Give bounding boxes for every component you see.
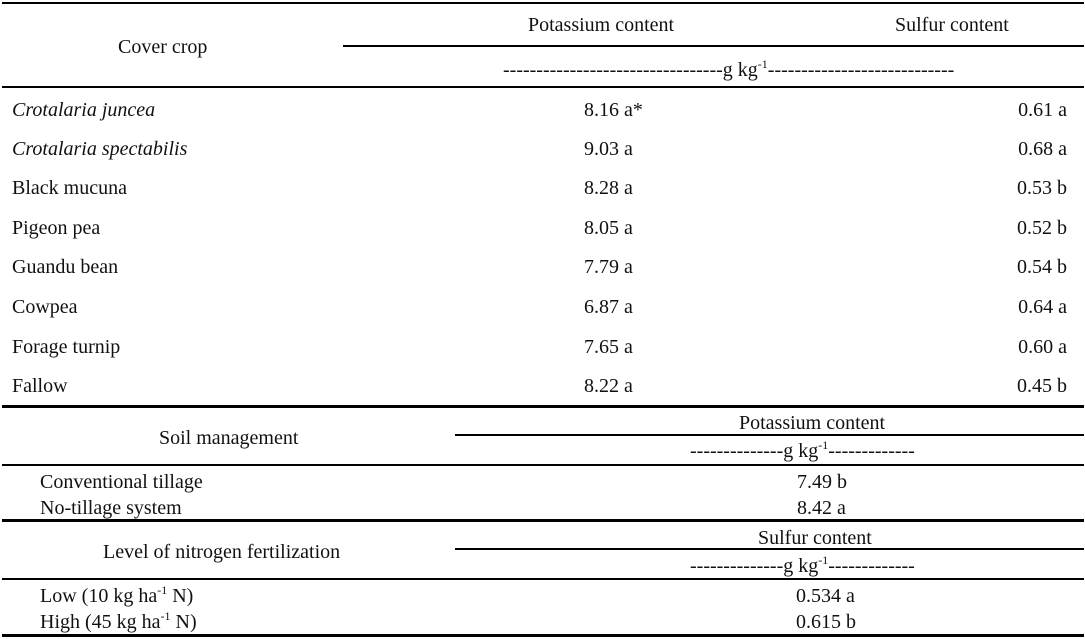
section3-sub-rule — [455, 548, 1084, 550]
sulfur-value: 0.45 b — [1017, 375, 1067, 397]
unit-row-3: --------------g kg-1------------- — [690, 553, 915, 577]
sulfur-value: 0.534 a — [796, 585, 855, 607]
table-top-rule — [2, 2, 1084, 4]
sulfur-content-header: Sulfur content — [895, 14, 1009, 36]
soil-management-name: Conventional tillage — [40, 471, 203, 493]
unit-dashes-left: --------------------------------- — [503, 59, 723, 81]
unit-exponent: -1 — [818, 553, 829, 567]
sulfur-value: 0.68 a — [1018, 138, 1067, 160]
table-bottom-rule — [2, 634, 1084, 637]
sulfur-value: 0.64 a — [1018, 296, 1067, 318]
potassium-value: 6.87 a — [584, 296, 633, 318]
unit-dashes-left: -------------- — [690, 440, 784, 462]
unit-label: g kg — [722, 59, 758, 81]
section2-header-bottom-rule — [2, 464, 1084, 466]
level-exponent: -1 — [157, 583, 168, 597]
potassium-value: 8.05 a — [584, 217, 633, 239]
level-label: Low (10 kg ha — [40, 585, 158, 607]
potassium-content-header-2: Potassium content — [739, 412, 886, 434]
potassium-value: 9.03 a — [584, 138, 633, 160]
crop-name: Crotalaria spectabilis — [12, 138, 188, 160]
unit-label: g kg — [783, 555, 819, 577]
crop-name: Forage turnip — [12, 336, 121, 358]
sulfur-value: 0.52 b — [1017, 217, 1067, 239]
unit-dashes-right: ---------------------------- — [767, 59, 955, 81]
unit-row: ---------------------------------g kg-1-… — [503, 57, 955, 81]
header-bottom-rule — [2, 86, 1084, 88]
sulfur-value: 0.54 b — [1017, 256, 1067, 278]
potassium-value: 7.79 a — [584, 256, 633, 278]
level-exponent: -1 — [160, 609, 171, 623]
cover-crop-header: Cover crop — [118, 36, 208, 58]
unit-exponent: -1 — [818, 438, 829, 452]
section3-header-bottom-rule — [2, 578, 1084, 580]
level-unit: N) — [167, 585, 194, 607]
sulfur-content-header-2: Sulfur content — [758, 527, 872, 549]
potassium-content-header: Potassium content — [528, 14, 675, 36]
potassium-value: 7.65 a — [584, 336, 633, 358]
sulfur-value: 0.615 b — [796, 611, 856, 633]
soil-management-name: No-tillage system — [40, 497, 182, 519]
header-sub-rule — [343, 45, 1084, 47]
section2-bottom-rule — [2, 519, 1084, 522]
potassium-value: 8.28 a — [584, 177, 633, 199]
potassium-value: 8.22 a — [584, 375, 633, 397]
sulfur-value: 0.53 b — [1017, 177, 1067, 199]
unit-dashes-right: ------------- — [828, 555, 915, 577]
crop-name: Black mucuna — [12, 177, 127, 199]
unit-label: g kg — [783, 440, 819, 462]
section2-sub-rule — [455, 434, 1084, 436]
potassium-value: 8.16 a* — [584, 99, 643, 121]
nitrogen-level-name: Low (10 kg ha-1 N) — [40, 583, 194, 607]
unit-dashes-right: ------------- — [828, 440, 915, 462]
unit-dashes-left: -------------- — [690, 555, 784, 577]
sulfur-value: 0.60 a — [1018, 336, 1067, 358]
crop-name: Fallow — [12, 375, 68, 397]
unit-exponent: -1 — [757, 57, 768, 71]
crop-name: Crotalaria juncea — [12, 99, 156, 121]
crop-name: Cowpea — [12, 296, 78, 318]
crop-name: Guandu bean — [12, 256, 119, 278]
crop-name: Pigeon pea — [12, 217, 101, 239]
level-unit: N) — [170, 611, 197, 633]
potassium-value: 8.42 a — [797, 497, 846, 519]
sulfur-value: 0.61 a — [1018, 99, 1067, 121]
section1-bottom-rule — [2, 405, 1084, 408]
soil-management-header: Soil management — [159, 427, 299, 449]
unit-row-2: --------------g kg-1------------- — [690, 438, 915, 462]
nitrogen-level-name: High (45 kg ha-1 N) — [40, 609, 197, 633]
nitrogen-level-header: Level of nitrogen fertilization — [103, 541, 341, 563]
potassium-value: 7.49 b — [797, 471, 847, 493]
level-label: High (45 kg ha — [40, 611, 161, 633]
